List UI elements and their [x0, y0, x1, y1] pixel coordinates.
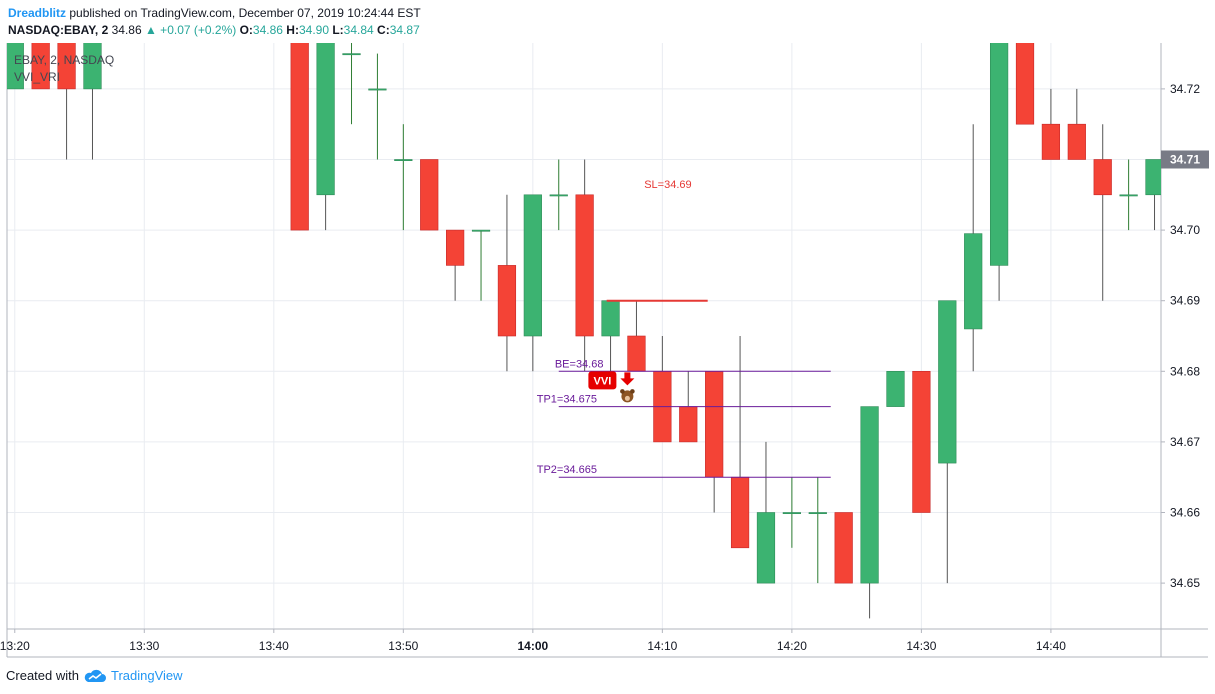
open-value: 34.86 — [252, 23, 283, 37]
x-tick-label: 14:10 — [647, 639, 677, 653]
x-tick-label: 13:20 — [0, 639, 30, 653]
y-tick-label: 34.68 — [1170, 364, 1200, 378]
candle-down — [912, 371, 931, 513]
x-tick-label: 14:00 — [517, 639, 548, 653]
candle-down — [705, 371, 724, 478]
signal-label: VVI — [594, 375, 612, 387]
candle-up — [886, 371, 905, 407]
tradingview-cloud-icon — [84, 669, 106, 682]
sl-label: SL=34.69 — [644, 179, 691, 191]
close-label: C: — [377, 23, 390, 37]
level-label: BE=34.68 — [555, 358, 604, 370]
change-text: ▲ +0.07 (+0.2%) — [144, 23, 237, 37]
candle-down — [497, 265, 517, 337]
footer: Created with TradingView — [6, 668, 183, 683]
candle-up — [756, 512, 776, 584]
level-label: TP2=34.665 — [537, 464, 597, 476]
x-tick-label: 14:40 — [1036, 639, 1066, 653]
candles — [7, 43, 1161, 619]
candle-down — [446, 229, 465, 266]
x-tick-label: 13:50 — [388, 639, 418, 653]
candle-up — [549, 194, 568, 197]
symbol-label: NASDAQ:EBAY, 2 — [8, 23, 109, 37]
candle-up — [471, 229, 491, 232]
candle-up — [860, 406, 879, 584]
candle-up — [83, 43, 102, 90]
candle-up — [808, 512, 827, 515]
close-value: 34.87 — [389, 23, 420, 37]
candle-down — [575, 194, 594, 337]
candle-up — [938, 300, 957, 464]
candle-up — [989, 43, 1009, 266]
candle-down — [290, 43, 309, 231]
tradingview-link[interactable]: TradingView — [110, 668, 183, 683]
bear-ear-icon — [620, 389, 625, 394]
high-label: H: — [286, 23, 299, 37]
candle-down — [834, 512, 853, 584]
low-label: L: — [332, 23, 344, 37]
candle-down — [31, 43, 50, 90]
x-tick-label: 14:20 — [777, 639, 807, 653]
y-tick-label: 34.72 — [1170, 82, 1200, 96]
indicator-legend[interactable]: VVI_VRI — [14, 70, 61, 84]
y-tick-label: 34.69 — [1170, 294, 1200, 308]
candle-up — [1145, 159, 1161, 196]
candle-up — [342, 53, 361, 56]
candle-up — [1119, 194, 1138, 197]
candle-up — [782, 512, 801, 515]
publish-info: Dreadblitz published on TradingView.com,… — [8, 6, 421, 20]
candle-up — [7, 43, 24, 90]
y-tick-label: 34.70 — [1170, 223, 1200, 237]
bear-snout-icon — [624, 395, 630, 401]
candle-down — [679, 406, 698, 443]
candle-down — [1093, 159, 1112, 196]
y-tick-label: 34.67 — [1170, 435, 1200, 449]
candle-up — [523, 194, 542, 337]
x-tick-label: 14:30 — [906, 639, 936, 653]
series-legend[interactable]: EBAY, 2, NASDAQ — [14, 53, 115, 67]
last-price-label: 34.71 — [1170, 152, 1200, 166]
down-arrow-icon — [620, 372, 635, 386]
candle-down — [57, 43, 76, 90]
candle-down — [1067, 123, 1086, 160]
x-tick-label: 13:40 — [259, 639, 289, 653]
open-label: O: — [239, 23, 253, 37]
candle-down — [627, 335, 646, 372]
created-with-text: Created with — [6, 668, 79, 683]
candle-down — [1015, 43, 1035, 125]
candle-up — [316, 43, 335, 196]
candle-up — [964, 233, 983, 330]
candle-up — [368, 88, 387, 91]
candle-down — [730, 476, 750, 549]
y-tick-label: 34.66 — [1170, 506, 1200, 520]
last-price-marker — [1161, 150, 1209, 169]
candle-down — [420, 159, 439, 231]
signal-badge — [588, 371, 617, 390]
author-link[interactable]: Dreadblitz — [8, 6, 67, 20]
candle-up — [394, 159, 413, 161]
candle-up — [601, 300, 620, 337]
low-value: 34.84 — [343, 23, 374, 37]
publish-text: published on TradingView.com, December 0… — [66, 6, 421, 20]
last-price-text: 34.86 — [111, 23, 142, 37]
x-tick-label: 13:30 — [129, 639, 159, 653]
level-label: TP1=34.675 — [537, 394, 597, 406]
candle-down — [1041, 123, 1061, 160]
bear-ear-icon — [630, 389, 635, 394]
ohlc-bar: NASDAQ:EBAY, 2 34.86 ▲ +0.07 (+0.2%) O:3… — [8, 23, 420, 37]
high-value: 34.90 — [298, 23, 329, 37]
y-tick-label: 34.65 — [1170, 576, 1200, 590]
